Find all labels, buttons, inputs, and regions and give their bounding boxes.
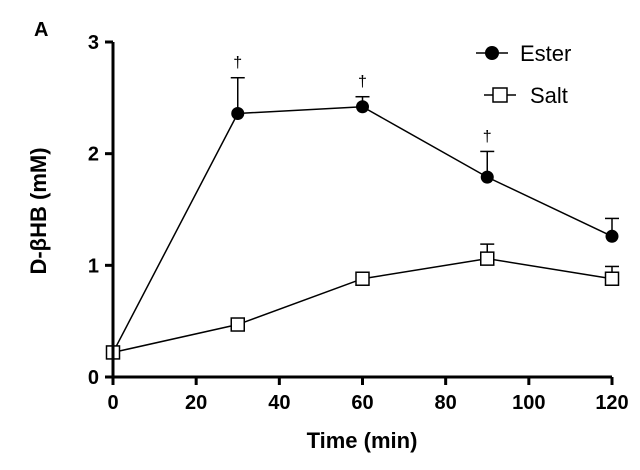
y-axis-title: D-βHB (mM) [26, 147, 51, 274]
x-tick-label: 120 [595, 392, 628, 414]
significance-mark: † [483, 128, 492, 145]
legend-item-ester: Ester [476, 41, 571, 66]
data-point-ester [356, 100, 369, 114]
significance-mark: † [233, 55, 242, 72]
x-tick-label: 80 [435, 392, 457, 414]
legend: Ester Salt [476, 41, 571, 108]
y-tick-label: 0 [88, 367, 99, 389]
legend-marker-ester [485, 46, 499, 60]
panel-label: A [34, 19, 48, 41]
series-line-ester [112, 106, 613, 353]
plot-area: † † † [105, 55, 620, 360]
x-tick-label: 40 [268, 392, 290, 414]
x-tick-label: 0 [107, 392, 118, 414]
legend-label-salt: Salt [530, 83, 568, 108]
data-point-salt [480, 251, 495, 266]
data-point-salt [355, 271, 370, 286]
legend-item-salt: Salt [484, 83, 568, 108]
x-tick-label: 100 [512, 392, 545, 414]
x-tick-label: 20 [185, 392, 207, 414]
x-tick-label: 60 [351, 392, 373, 414]
data-point-ester [605, 229, 619, 243]
data-point-ester [231, 106, 245, 120]
significance-mark: † [358, 74, 367, 91]
data-point-salt [604, 271, 620, 286]
legend-marker-salt [492, 87, 508, 103]
data-point-salt [230, 317, 245, 332]
y-tick-label: 1 [88, 255, 99, 277]
legend-label-ester: Ester [520, 41, 571, 66]
tick-labels: 0 20 40 60 80 100 120 0 1 2 3 [88, 32, 629, 414]
x-axis-title: Time (min) [307, 428, 418, 453]
data-point-ester [480, 170, 494, 184]
series-salt [105, 243, 620, 360]
y-tick-label: 2 [88, 144, 99, 166]
y-tick-label: 3 [88, 32, 99, 54]
